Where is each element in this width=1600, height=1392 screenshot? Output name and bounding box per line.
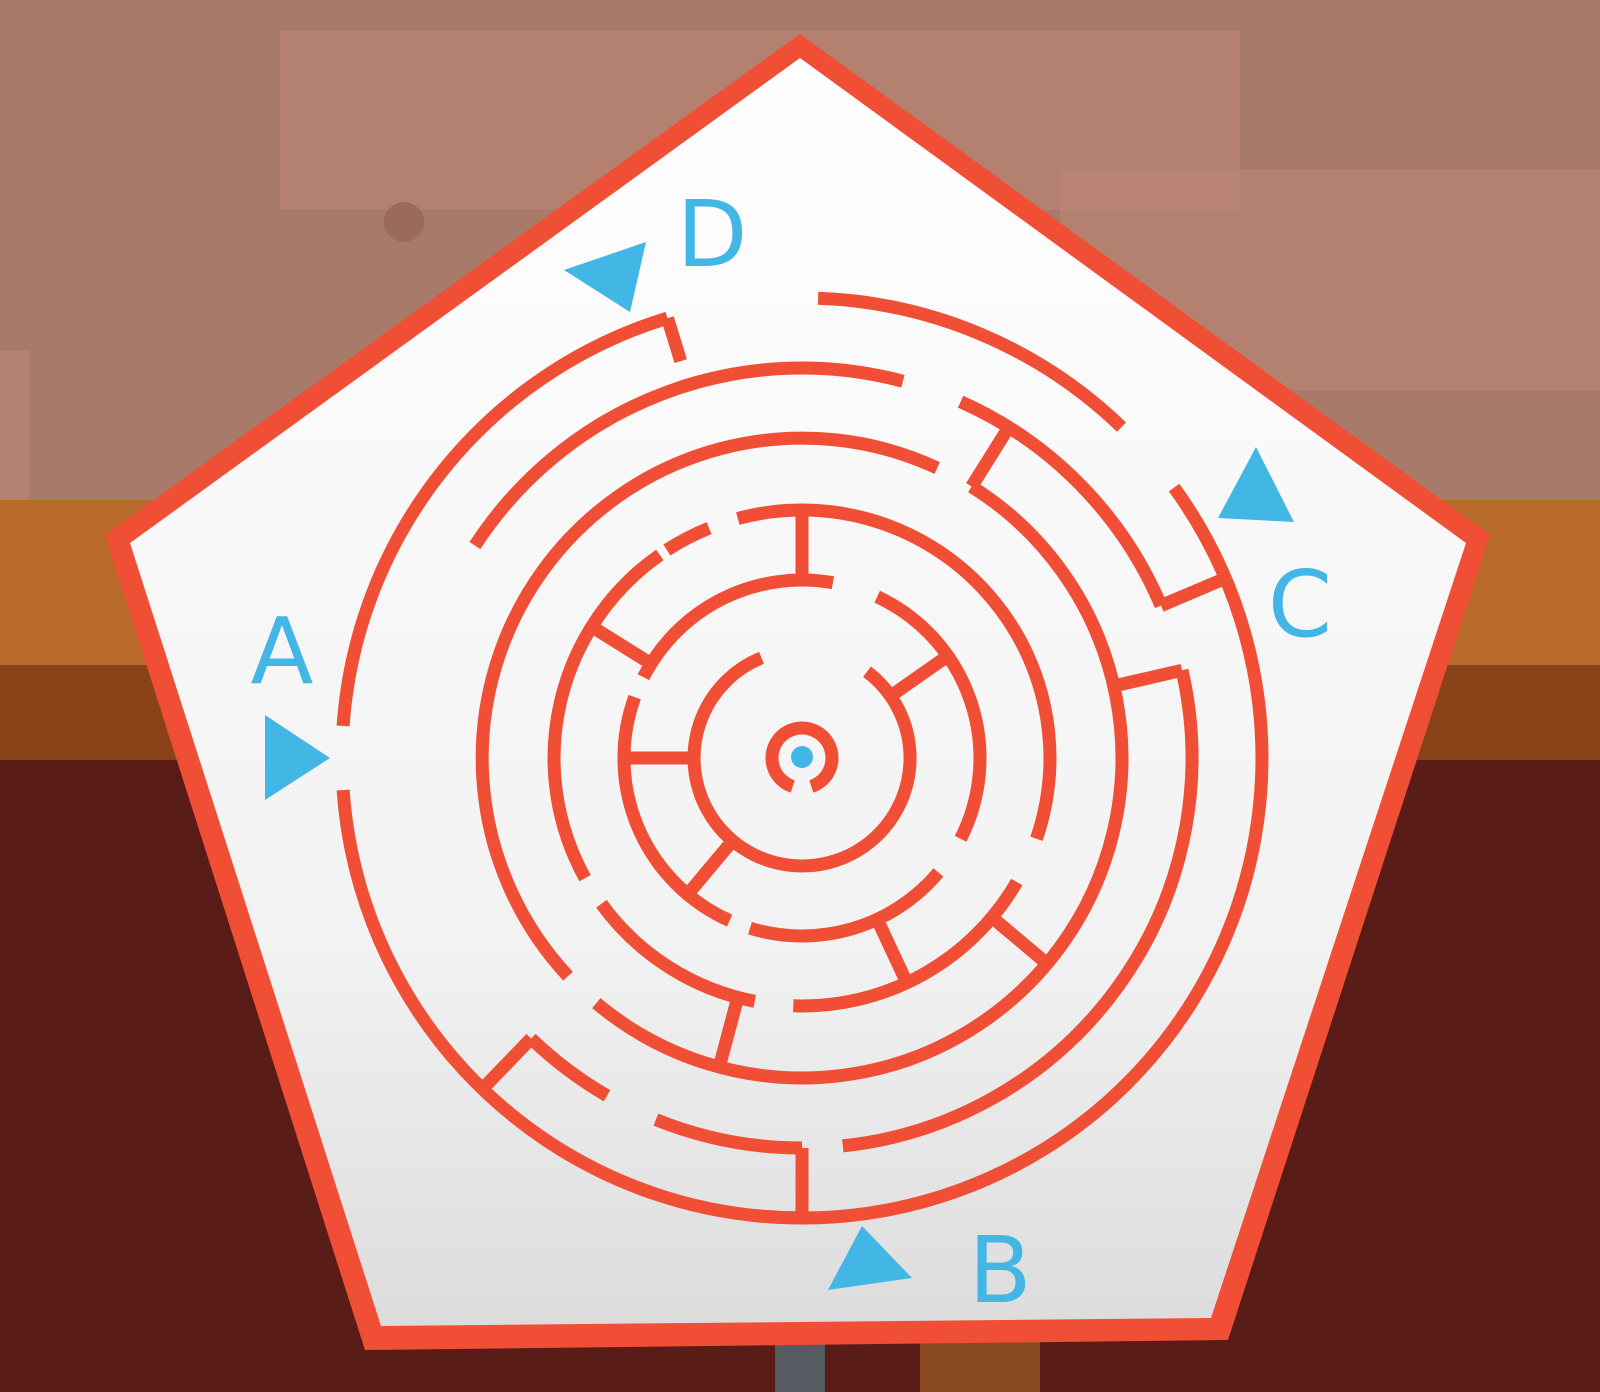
maze-wall-spoke (987, 912, 1052, 969)
maze-ring-wall (793, 878, 1023, 1013)
maze-outer-wall (336, 311, 670, 727)
entrance-label-a: A (251, 598, 314, 705)
maze-goal-ring (765, 721, 839, 793)
maze-ring-wall (526, 1033, 611, 1102)
maze-wall-spoke (871, 916, 913, 986)
entrance-arrow-c-icon (1218, 447, 1294, 522)
sign-post (775, 1340, 825, 1392)
sign-post-wood (920, 1340, 1040, 1392)
maze-wall-spoke (712, 995, 745, 1069)
maze-ring-wall (592, 481, 1129, 1085)
maze-ring-wall (842, 668, 1199, 1153)
maze-outer-wall (753, 1209, 803, 1225)
maze-markers: A B C D (251, 181, 1333, 1324)
maze-wall-spoke (1158, 572, 1228, 612)
wall-spot (384, 202, 424, 242)
maze-ring-wall (663, 522, 712, 556)
entrance-arrow-b-icon (828, 1226, 912, 1290)
maze-wall-spoke (682, 836, 738, 899)
maze-ring-wall (596, 899, 756, 1008)
entrance-label-b: B (968, 1217, 1031, 1324)
maze-wall-spoke (661, 316, 687, 364)
maze-ring-wall (617, 694, 733, 927)
maze-ring-wall (748, 868, 944, 943)
maze-wall-spoke (477, 1033, 536, 1094)
maze-ring-wall (736, 503, 1057, 841)
entrance-label-d: D (677, 181, 748, 288)
maze-wall-spoke (588, 621, 655, 670)
entrance-arrow-d-icon (564, 242, 646, 312)
maze-wall-spoke (886, 650, 952, 702)
maze-ring-wall (637, 573, 835, 681)
entrance-label-c: C (1268, 551, 1332, 658)
maze-wall-spoke (966, 423, 1015, 491)
entrance-arrow-a-icon (265, 715, 330, 800)
maze-ring-wall (957, 395, 1167, 609)
maze-walls (336, 291, 1269, 1225)
maze-wall-spoke (1112, 663, 1184, 693)
maze-wall-cap (678, 376, 698, 394)
maze-outer-wall (817, 291, 1127, 432)
maze-ring-wall (547, 549, 664, 882)
wall-panel (0, 350, 30, 500)
maze-ring-wall (874, 590, 987, 842)
maze-ring-wall (653, 1113, 803, 1155)
maze-ring-wall (475, 431, 940, 981)
maze-ring-wall (469, 361, 905, 550)
sign-board (130, 58, 1466, 1326)
maze-goal-dot (791, 746, 813, 768)
maze-ring-wall (687, 651, 917, 873)
maze-outer-wall (336, 483, 1269, 1225)
